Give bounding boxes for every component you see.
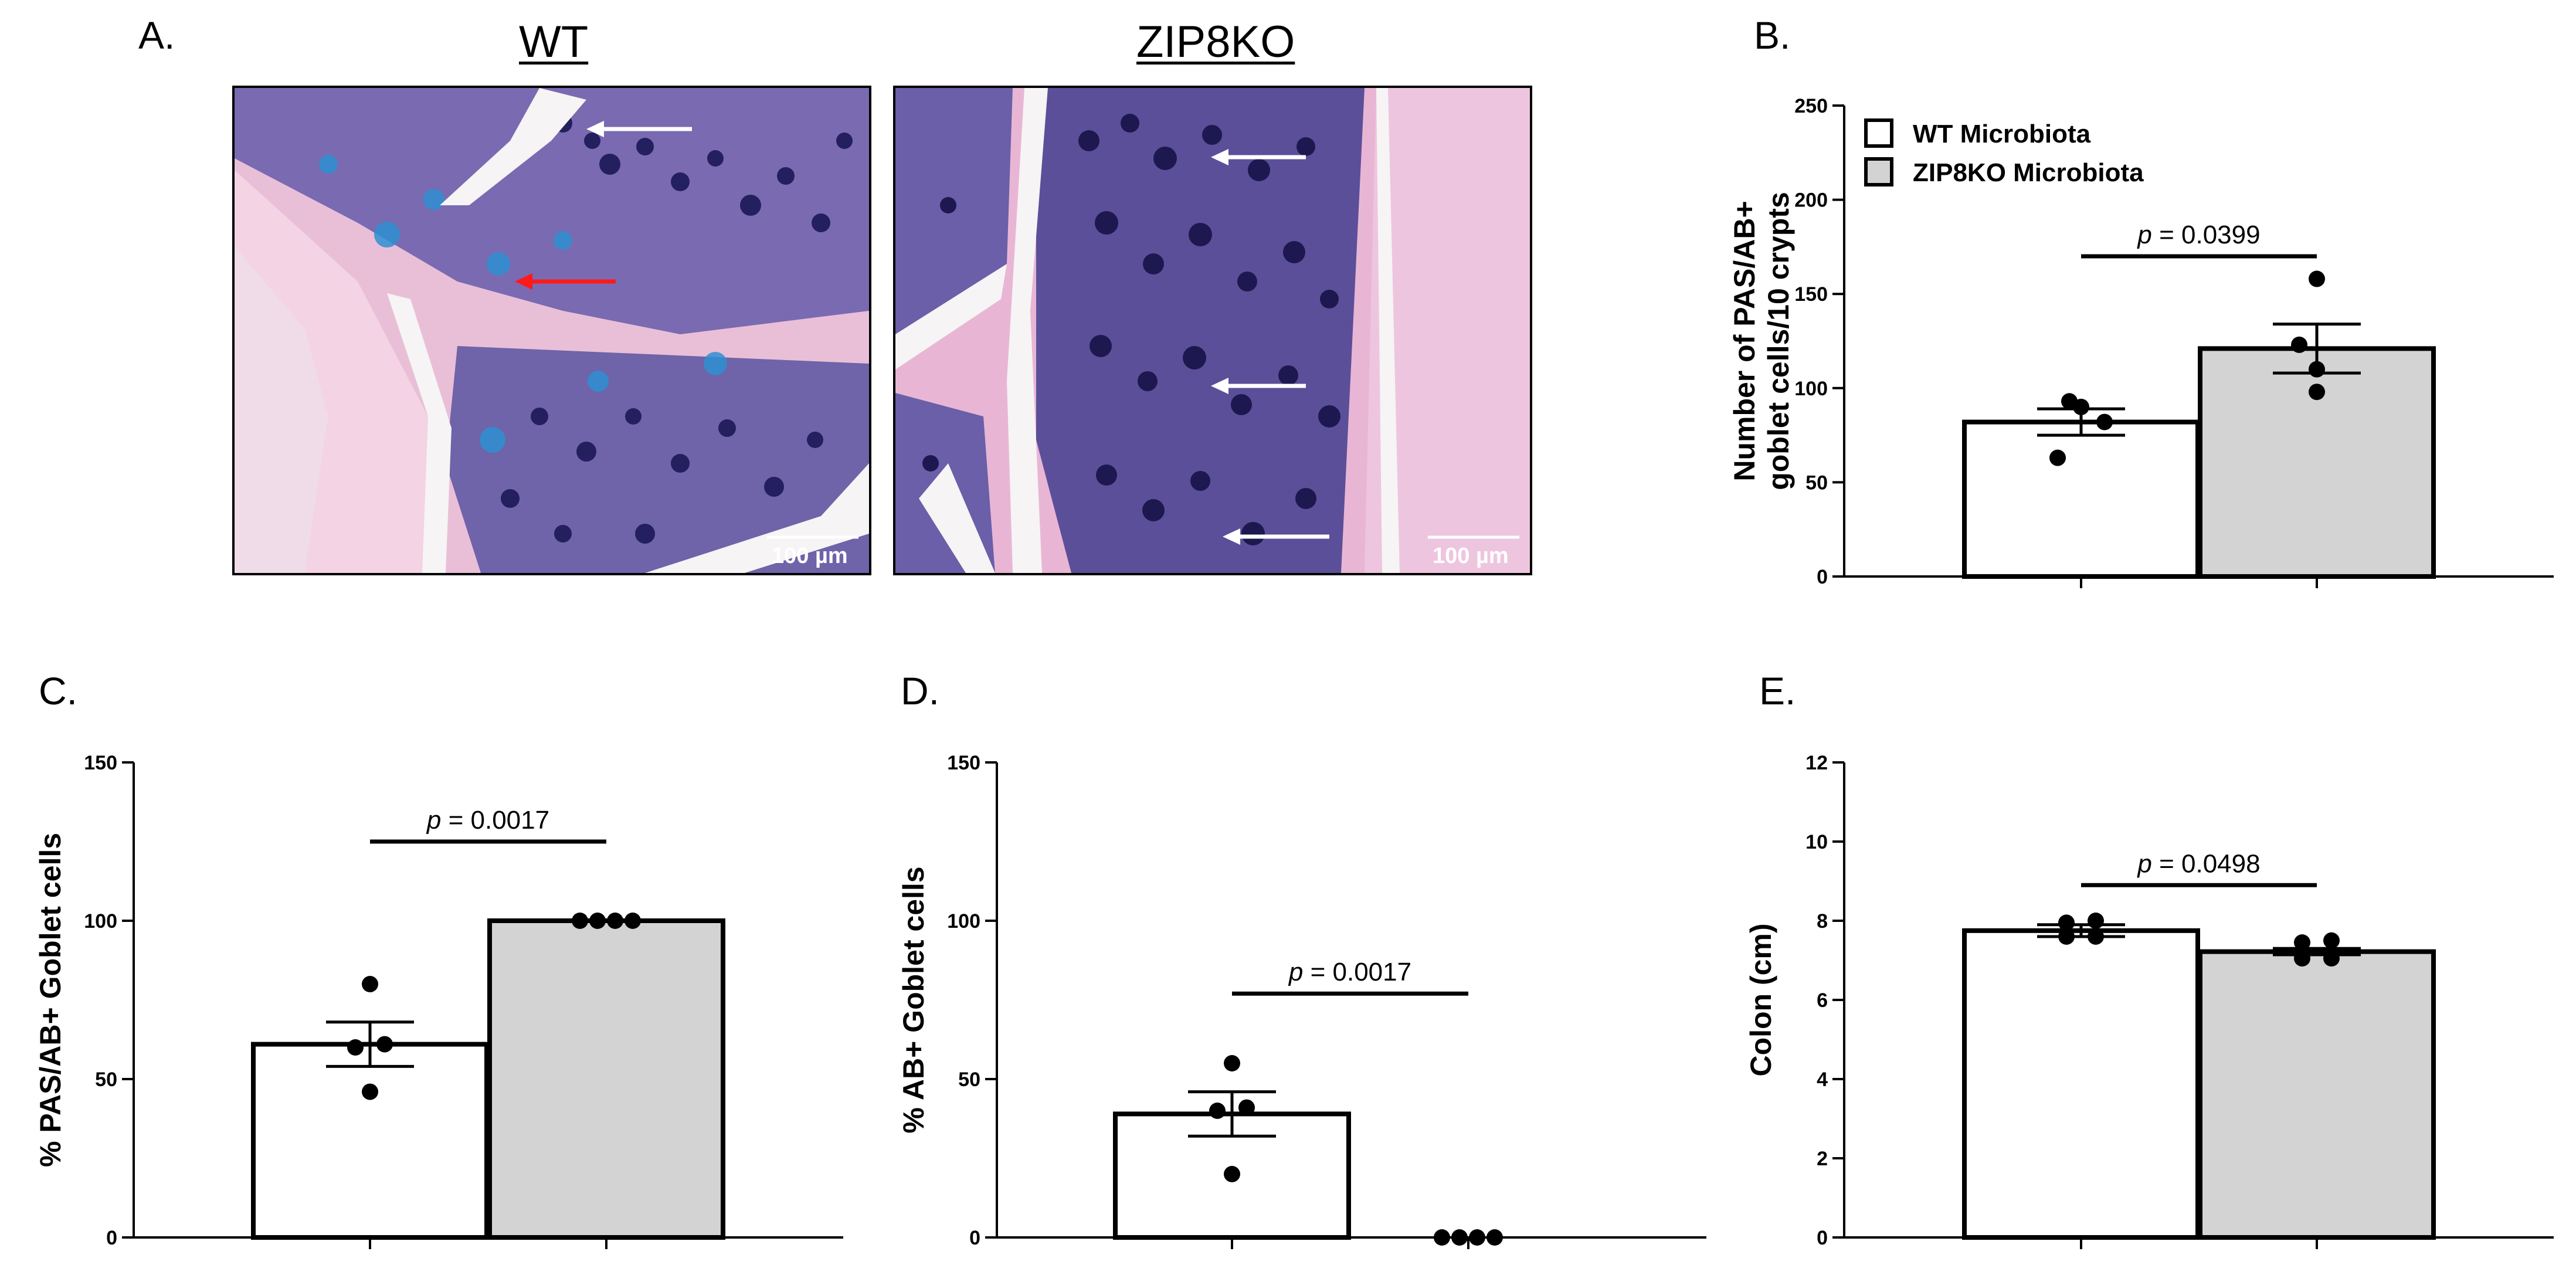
p-value-e: p = 0.0498	[2136, 849, 2260, 878]
bar-b-2	[2198, 346, 2436, 579]
bar-c-1	[251, 1042, 489, 1240]
legend-swatch-2	[1864, 157, 1893, 186]
y-tick-label-b: 200	[1794, 189, 1828, 212]
micrograph-zip8ko-scale-label: 100 µm	[1433, 544, 1509, 568]
y-tick-label-e: 10	[1805, 831, 1828, 853]
data-point-c	[347, 1039, 364, 1056]
y-tick-label-e: 0	[1817, 1227, 1828, 1249]
p-value-b: p = 0.0399	[2136, 221, 2260, 249]
p-value-c: p = 0.0017	[426, 806, 549, 835]
panel-label-e: E.	[1759, 669, 1796, 713]
y-tick-label-c: 100	[84, 910, 117, 932]
y-tick-label-e: 8	[1817, 910, 1828, 932]
y-axis-label-e: Colon (cm)	[1745, 923, 1777, 1076]
y-tick-label-c: 0	[106, 1227, 117, 1249]
micrograph-title-wt: WT	[519, 17, 589, 67]
data-point-e	[2294, 934, 2310, 951]
data-point-e	[2058, 928, 2075, 945]
legend-label-2: ZIP8KO Microbiota	[1913, 158, 2144, 187]
data-point-d	[1469, 1229, 1485, 1246]
micrograph-zip8ko-image	[895, 88, 1530, 573]
y-tick-label-b: 100	[1794, 378, 1828, 400]
y-tick-label-c: 150	[84, 752, 117, 774]
data-point-b	[2096, 413, 2113, 430]
data-point-c	[589, 913, 606, 929]
data-point-d	[1238, 1099, 1255, 1116]
y-axis-label-b: goblet cells/10 crypts	[1762, 192, 1795, 490]
bar-c-2	[487, 918, 725, 1240]
legend-label-1: WT Microbiota	[1913, 120, 2091, 148]
micrograph-zip8ko	[893, 86, 1532, 575]
data-point-b	[2309, 270, 2325, 287]
legend-swatch-1	[1864, 118, 1893, 148]
data-point-c	[376, 1036, 393, 1053]
data-point-e	[2323, 950, 2340, 967]
data-point-e	[2323, 932, 2340, 949]
y-tick-label-e: 2	[1817, 1148, 1828, 1170]
data-point-e	[2088, 913, 2104, 929]
data-point-e	[2294, 950, 2310, 967]
y-tick-label-d: 150	[947, 752, 980, 774]
data-point-d	[1451, 1229, 1468, 1246]
y-tick-label-d: 100	[947, 910, 980, 932]
y-axis-label-c: % PAS/AB+ Goblet cells	[34, 833, 67, 1167]
data-point-e	[2058, 914, 2075, 931]
bar-e-2	[2198, 949, 2436, 1240]
micrograph-wt	[232, 86, 871, 575]
data-point-c	[607, 913, 623, 929]
data-point-c	[362, 1083, 378, 1100]
p-value-d: p = 0.0017	[1288, 958, 1411, 986]
data-point-d	[1224, 1166, 1240, 1182]
data-point-d	[1224, 1055, 1240, 1071]
panel-label-b: B.	[1754, 13, 1791, 57]
data-point-c	[572, 913, 588, 929]
y-tick-label-b: 150	[1794, 283, 1828, 306]
data-point-b	[2309, 384, 2325, 401]
micrograph-wt-scale-label: 100 µm	[772, 544, 848, 568]
data-point-c	[362, 976, 378, 992]
data-point-d	[1209, 1103, 1226, 1119]
bar-e-1	[1962, 928, 2200, 1240]
data-point-d	[1486, 1229, 1503, 1246]
y-tick-label-e: 6	[1817, 989, 1828, 1012]
data-point-b	[2049, 449, 2066, 466]
y-axis-label-d: % AB+ Goblet cells	[897, 866, 930, 1133]
data-point-e	[2088, 928, 2104, 945]
micrograph-wt-image	[235, 88, 869, 573]
panel-label-a: A.	[138, 13, 175, 57]
y-tick-label-d: 50	[958, 1069, 980, 1091]
y-tick-label-b: 250	[1794, 95, 1828, 117]
data-point-b	[2309, 361, 2325, 378]
y-tick-label-b: 50	[1805, 472, 1828, 494]
data-point-d	[1434, 1229, 1450, 1246]
y-tick-label-d: 0	[969, 1227, 980, 1249]
panel-label-d: D.	[901, 669, 939, 713]
bar-b-1	[1962, 419, 2200, 579]
y-tick-label-c: 50	[95, 1069, 117, 1091]
panel-label-c: C.	[39, 669, 77, 713]
y-tick-label-b: 0	[1817, 566, 1828, 588]
data-point-b	[2061, 393, 2078, 410]
y-axis-label-b: Number of PAS/AB+	[1728, 201, 1761, 481]
y-tick-label-e: 12	[1805, 752, 1828, 774]
micrograph-title-zip8ko: ZIP8KO	[1136, 17, 1295, 67]
data-point-c	[625, 913, 641, 929]
y-tick-label-e: 4	[1817, 1069, 1828, 1091]
data-point-b	[2291, 336, 2307, 353]
